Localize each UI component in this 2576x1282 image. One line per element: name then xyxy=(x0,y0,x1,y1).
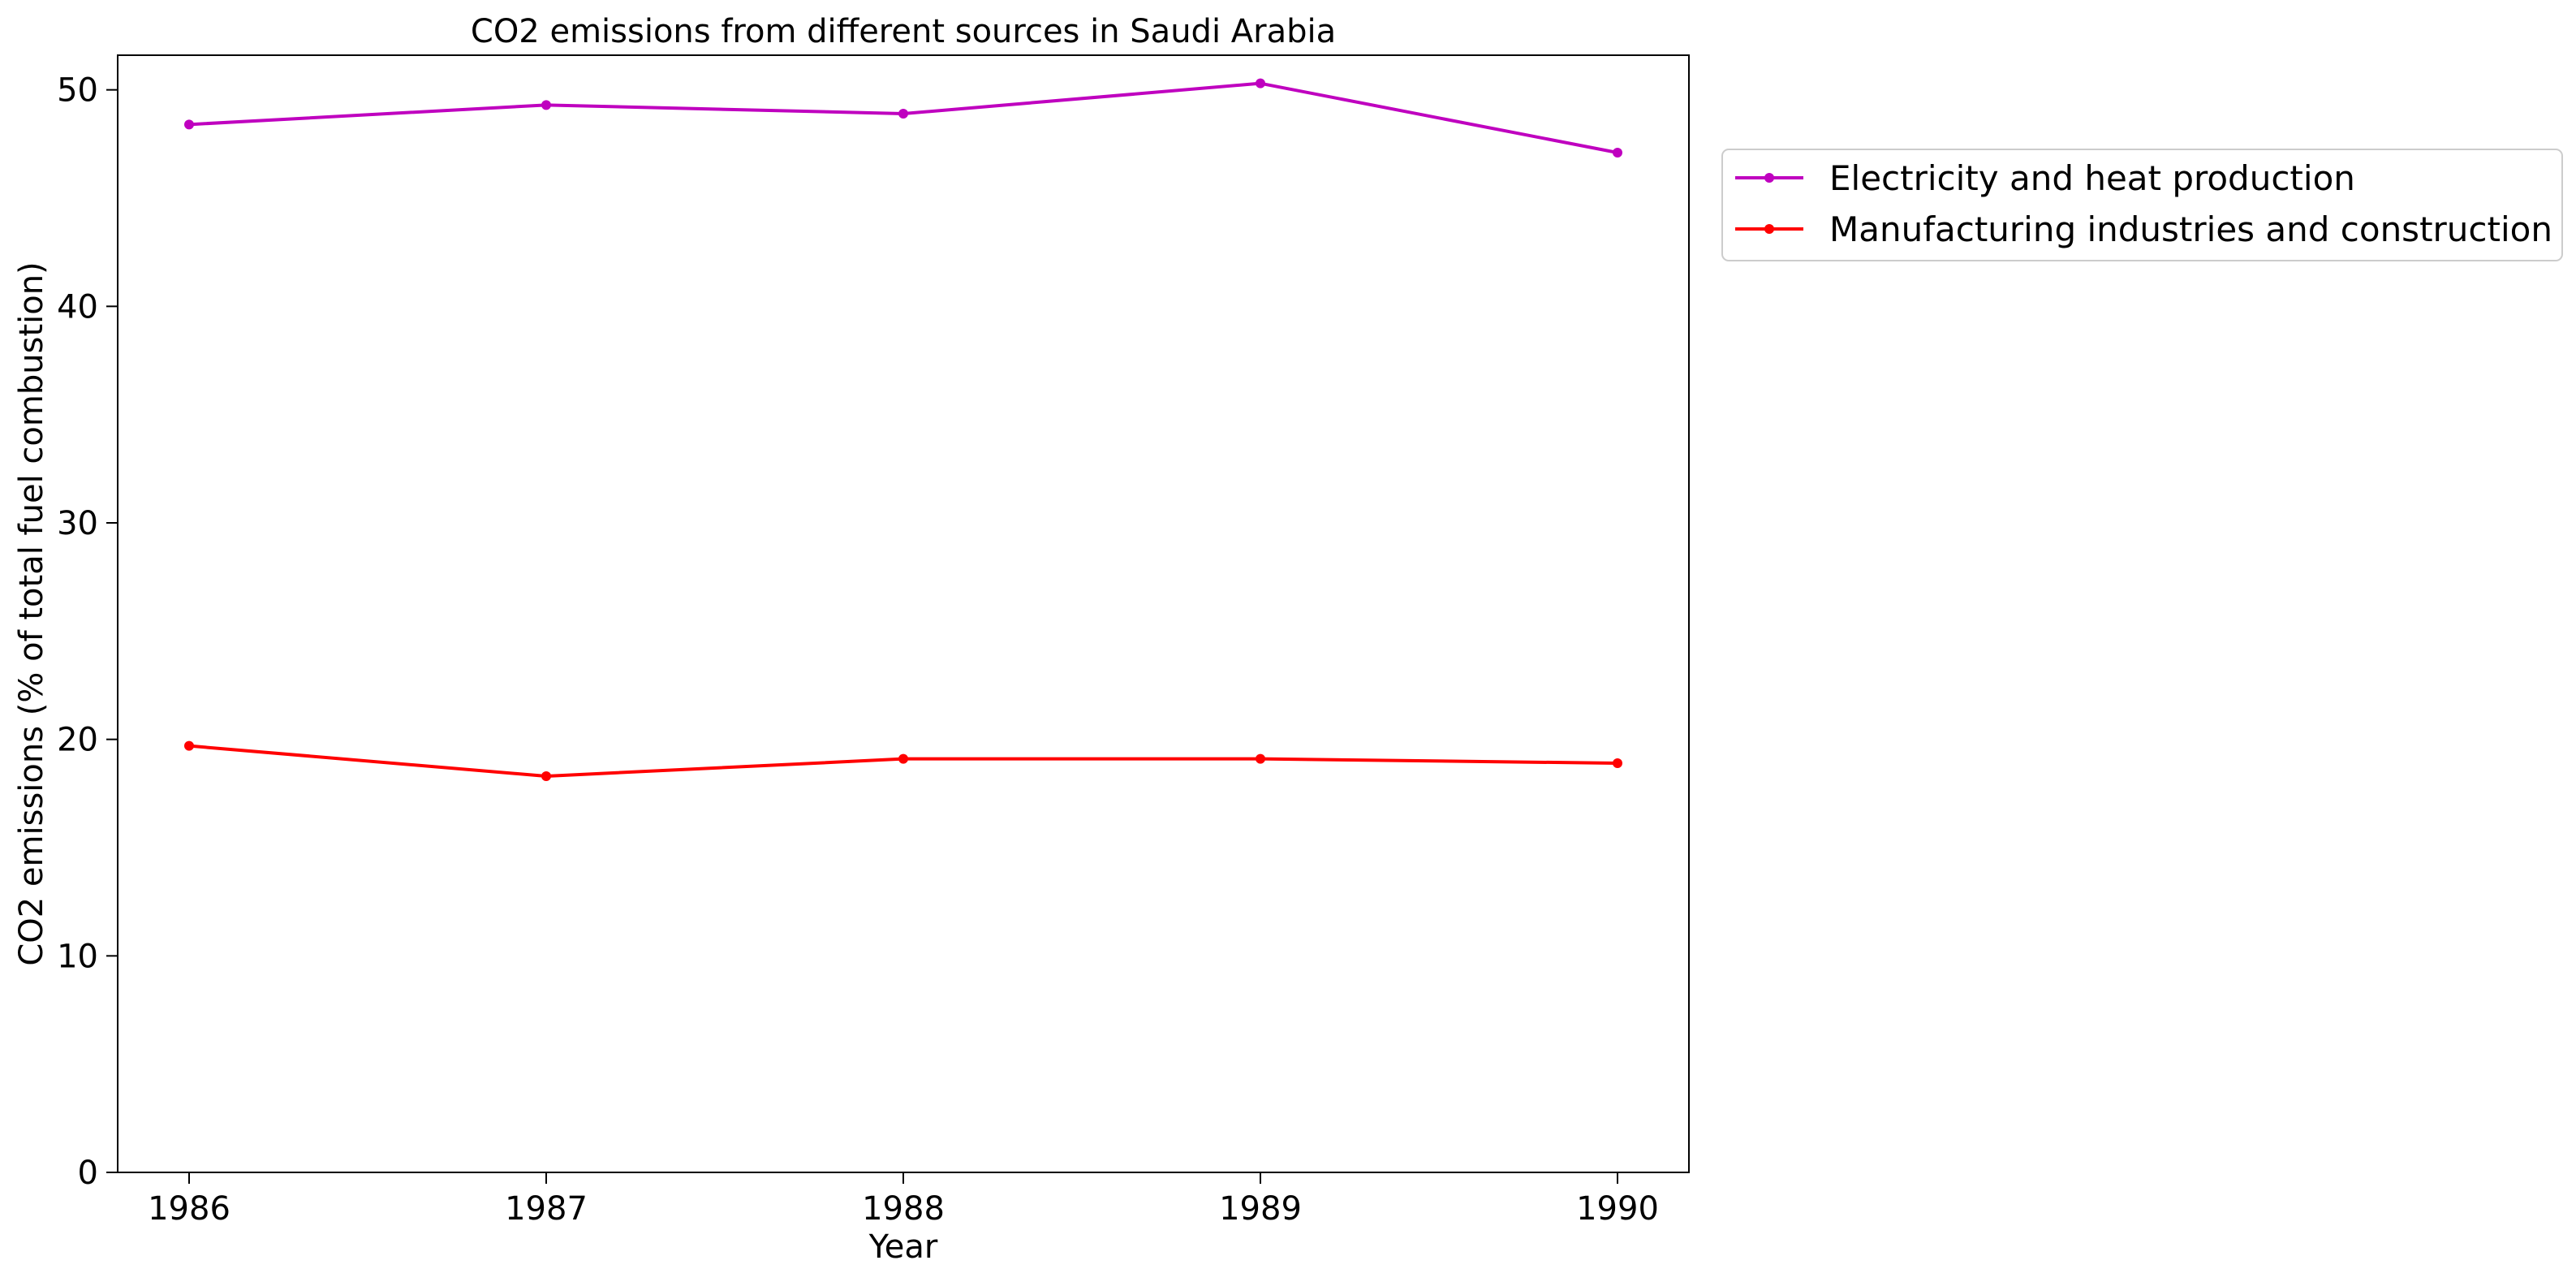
legend-entry: Manufacturing industries and constructio… xyxy=(1735,209,2552,249)
x-axis-label: Year xyxy=(868,1228,938,1266)
series-layer xyxy=(184,78,1622,781)
x-tick-label: 1989 xyxy=(1219,1190,1302,1228)
y-axis: 0 10 20 30 40 50 xyxy=(57,72,118,1192)
chart-title: CO2 emissions from different sources in … xyxy=(471,13,1336,50)
data-point xyxy=(184,119,194,130)
legend-entry: Electricity and heat production xyxy=(1735,158,2355,198)
y-axis-label: CO2 emissions (% of total fuel combustio… xyxy=(13,261,50,965)
series-2 xyxy=(184,740,1622,781)
x-tick-label: 1988 xyxy=(862,1190,945,1228)
y-tick-label: 10 xyxy=(57,938,98,975)
legend-box xyxy=(1721,149,2563,261)
x-tick-label: 1987 xyxy=(505,1190,588,1228)
data-point xyxy=(1613,148,1622,158)
plot-area-frame xyxy=(117,54,1690,1173)
legend-marker xyxy=(1764,224,1774,234)
y-tick-label: 30 xyxy=(57,505,98,542)
legend-label: Electricity and heat production xyxy=(1829,158,2355,198)
y-tick-label: 40 xyxy=(57,288,98,326)
data-point xyxy=(541,100,551,110)
legend-entries: Electricity and heat production Manufactu… xyxy=(1735,158,2552,249)
y-tick-label: 50 xyxy=(57,72,98,110)
y-tick-label: 0 xyxy=(78,1155,98,1192)
legend: Electricity and heat production Manufactu… xyxy=(1721,149,2563,261)
data-point xyxy=(184,740,194,751)
y-tick-label: 20 xyxy=(57,722,98,759)
legend-marker xyxy=(1764,173,1774,183)
data-point xyxy=(898,109,908,119)
data-point xyxy=(898,753,908,764)
data-point xyxy=(1256,78,1265,88)
x-axis: 1986 1987 1988 1989 1990 xyxy=(148,1172,1659,1228)
x-tick-label: 1986 xyxy=(148,1190,230,1228)
legend-label: Manufacturing industries and constructio… xyxy=(1829,209,2552,249)
series-1 xyxy=(184,78,1622,158)
x-tick-label: 1990 xyxy=(1576,1190,1659,1228)
data-point xyxy=(541,771,551,781)
data-point xyxy=(1256,753,1265,764)
data-point xyxy=(1613,758,1622,768)
